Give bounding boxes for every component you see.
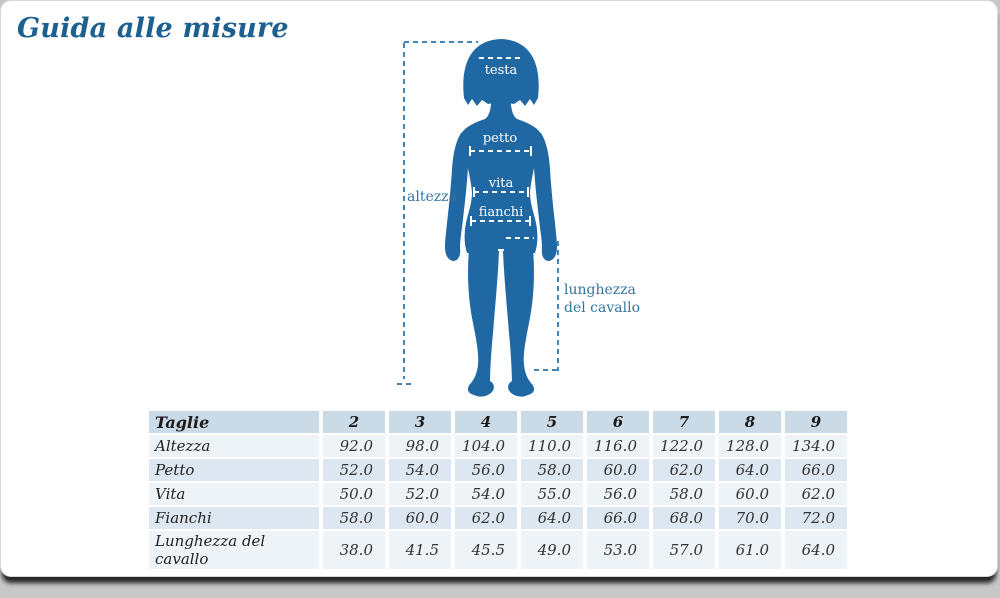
value-cell: 66.0 [587,507,649,529]
size-column-header: 8 [719,411,781,433]
value-cell: 58.0 [653,483,715,505]
value-cell: 92.0 [323,435,385,457]
value-cell: 116.0 [587,435,649,457]
row-label: Petto [149,459,319,481]
value-cell: 45.5 [455,531,517,569]
value-cell: 52.0 [323,459,385,481]
table-row: Fianchi 58.0 60.0 62.0 64.0 66.0 68.0 70.0 72.0 [149,507,847,529]
table-row: Lunghezza del cavallo 38.0 41.5 45.5 49.0 53.… [149,531,847,569]
value-cell: 49.0 [521,531,583,569]
cavallo-label: lunghezza del cavallo [564,282,641,316]
table-header-taglie: Taglie [149,411,319,433]
value-cell: 104.0 [455,435,517,457]
size-column-header: 6 [587,411,649,433]
value-cell: 53.0 [587,531,649,569]
value-cell: 72.0 [785,507,847,529]
size-column-header: 5 [521,411,583,433]
row-label: Vita [149,483,319,505]
right-arm-shape [533,132,557,261]
size-column-header: 7 [653,411,715,433]
value-cell: 70.0 [719,507,781,529]
row-label: Lunghezza del cavallo [149,531,319,569]
value-cell: 38.0 [323,531,385,569]
body-silhouette-svg [397,39,559,397]
value-cell: 57.0 [653,531,715,569]
table-row: Petto 52.0 54.0 56.0 58.0 60.0 62.0 64.0 66.0 [149,459,847,481]
guide-lines [397,41,559,385]
value-cell: 68.0 [653,507,715,529]
value-cell: 62.0 [653,459,715,481]
value-cell: 98.0 [389,435,451,457]
size-column-header: 4 [455,411,517,433]
body-silhouette [445,39,557,397]
value-cell: 122.0 [653,435,715,457]
torso-shape [461,94,541,253]
head-shape [463,39,539,106]
value-cell: 62.0 [785,483,847,505]
value-cell: 110.0 [521,435,583,457]
row-label: Altezza [149,435,319,457]
value-cell: 50.0 [323,483,385,505]
right-foot-shape [508,379,532,397]
right-leg-shape [503,249,535,396]
value-cell: 66.0 [785,459,847,481]
size-table: Taglie 2 3 4 5 6 7 8 9 Altezza 92.0 98.0 104.0 110.0… [145,409,851,571]
value-cell: 54.0 [389,459,451,481]
table-row: Altezza 92.0 98.0 104.0 110.0 116.0 122.0 128.0… [149,435,847,457]
table-row: Vita 50.0 52.0 54.0 55.0 56.0 58.0 60.0 62.0 [149,483,847,505]
value-cell: 41.5 [389,531,451,569]
value-cell: 60.0 [587,459,649,481]
body-measurement-diagram: testa petto vita fianchi altezza lunghez… [391,31,661,409]
value-cell: 62.0 [455,507,517,529]
value-cell: 61.0 [719,531,781,569]
value-cell: 64.0 [785,531,847,569]
value-cell: 56.0 [455,459,517,481]
size-guide-card: Guida alle misure [0,0,998,577]
page-title: Guida alle misure [17,13,289,44]
value-cell: 60.0 [719,483,781,505]
left-arm-shape [445,132,469,261]
row-label: Fianchi [149,507,319,529]
size-table-header-row: Taglie 2 3 4 5 6 7 8 9 [149,411,847,433]
fianchi-label: fianchi [478,205,524,220]
left-foot-shape [470,379,494,397]
altezza-label: altezza [407,189,457,205]
value-cell: 60.0 [389,507,451,529]
value-cell: 128.0 [719,435,781,457]
value-cell: 56.0 [587,483,649,505]
size-column-header: 2 [323,411,385,433]
testa-label: testa [484,63,518,78]
left-leg-shape [467,249,499,396]
value-cell: 52.0 [389,483,451,505]
value-cell: 58.0 [521,459,583,481]
size-column-header: 3 [389,411,451,433]
size-column-header: 9 [785,411,847,433]
value-cell: 64.0 [521,507,583,529]
value-cell: 58.0 [323,507,385,529]
value-cell: 64.0 [719,459,781,481]
value-cell: 134.0 [785,435,847,457]
petto-label: petto [482,131,518,146]
body-measure-lines [469,57,534,239]
vita-label: vita [488,176,514,191]
value-cell: 54.0 [455,483,517,505]
value-cell: 55.0 [521,483,583,505]
